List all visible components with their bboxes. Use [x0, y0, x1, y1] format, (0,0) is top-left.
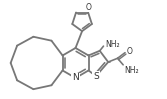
Text: N: N	[72, 73, 79, 82]
Text: S: S	[93, 72, 99, 81]
Text: NH₂: NH₂	[105, 40, 120, 49]
Text: O: O	[127, 47, 133, 56]
Text: O: O	[85, 3, 91, 12]
Text: NH₂: NH₂	[124, 66, 139, 75]
